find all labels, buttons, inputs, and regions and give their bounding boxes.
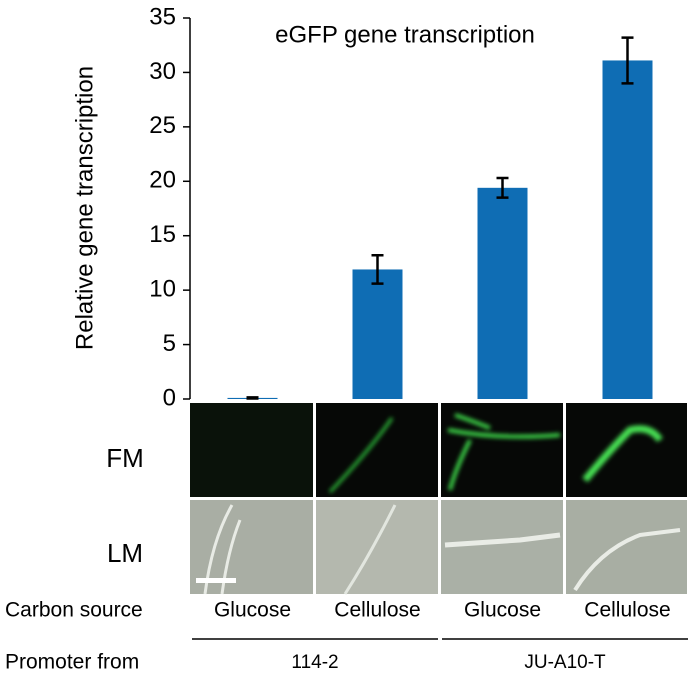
row-label: LM bbox=[107, 538, 143, 568]
micrographs bbox=[190, 403, 687, 595]
lm-image bbox=[441, 500, 563, 594]
group-name: 114-2 bbox=[291, 652, 338, 673]
lm-hypha bbox=[203, 504, 242, 595]
chart-title: eGFP gene transcription bbox=[275, 21, 535, 48]
error-bar bbox=[496, 176, 509, 199]
error-bar bbox=[621, 36, 634, 85]
scale-bar bbox=[196, 578, 236, 583]
x-tick-label: Cellulose bbox=[584, 599, 670, 622]
fm-signal bbox=[447, 413, 561, 491]
y-tick-label: 10 bbox=[149, 275, 176, 302]
bar bbox=[602, 60, 653, 399]
x-tick-label: Cellulose bbox=[334, 599, 420, 622]
row-label: FM bbox=[106, 443, 144, 473]
group-label: Promoter from bbox=[5, 651, 139, 674]
y-axis-label: Relative gene transcription bbox=[71, 66, 98, 350]
fm-image bbox=[566, 403, 687, 497]
bar bbox=[352, 269, 403, 399]
x-tick-label: Glucose bbox=[214, 599, 291, 622]
y-tick-label: 20 bbox=[149, 167, 176, 194]
fm-image bbox=[316, 403, 438, 497]
y-tick-label: 5 bbox=[163, 330, 176, 357]
fm-signal bbox=[582, 425, 663, 483]
lm-image bbox=[316, 500, 438, 594]
lm-hypha bbox=[343, 504, 397, 595]
error-bar bbox=[371, 254, 384, 285]
group-name: JU-A10-T bbox=[524, 652, 606, 673]
error-bar bbox=[246, 396, 259, 400]
bar bbox=[477, 187, 528, 399]
x-tick-label: Glucose bbox=[464, 599, 541, 622]
fm-signal bbox=[328, 417, 394, 494]
y-tick-label: 35 bbox=[149, 3, 176, 30]
y-tick-label: 30 bbox=[149, 58, 176, 85]
y-tick-label: 25 bbox=[149, 112, 176, 139]
lm-image bbox=[566, 500, 687, 594]
y-tick-label: 0 bbox=[163, 384, 176, 411]
x-axis-label: Carbon source bbox=[5, 599, 143, 622]
lm-hypha bbox=[573, 528, 681, 592]
fm-image bbox=[190, 403, 313, 497]
y-tick-label: 15 bbox=[149, 221, 176, 248]
lm-hypha bbox=[444, 532, 561, 548]
